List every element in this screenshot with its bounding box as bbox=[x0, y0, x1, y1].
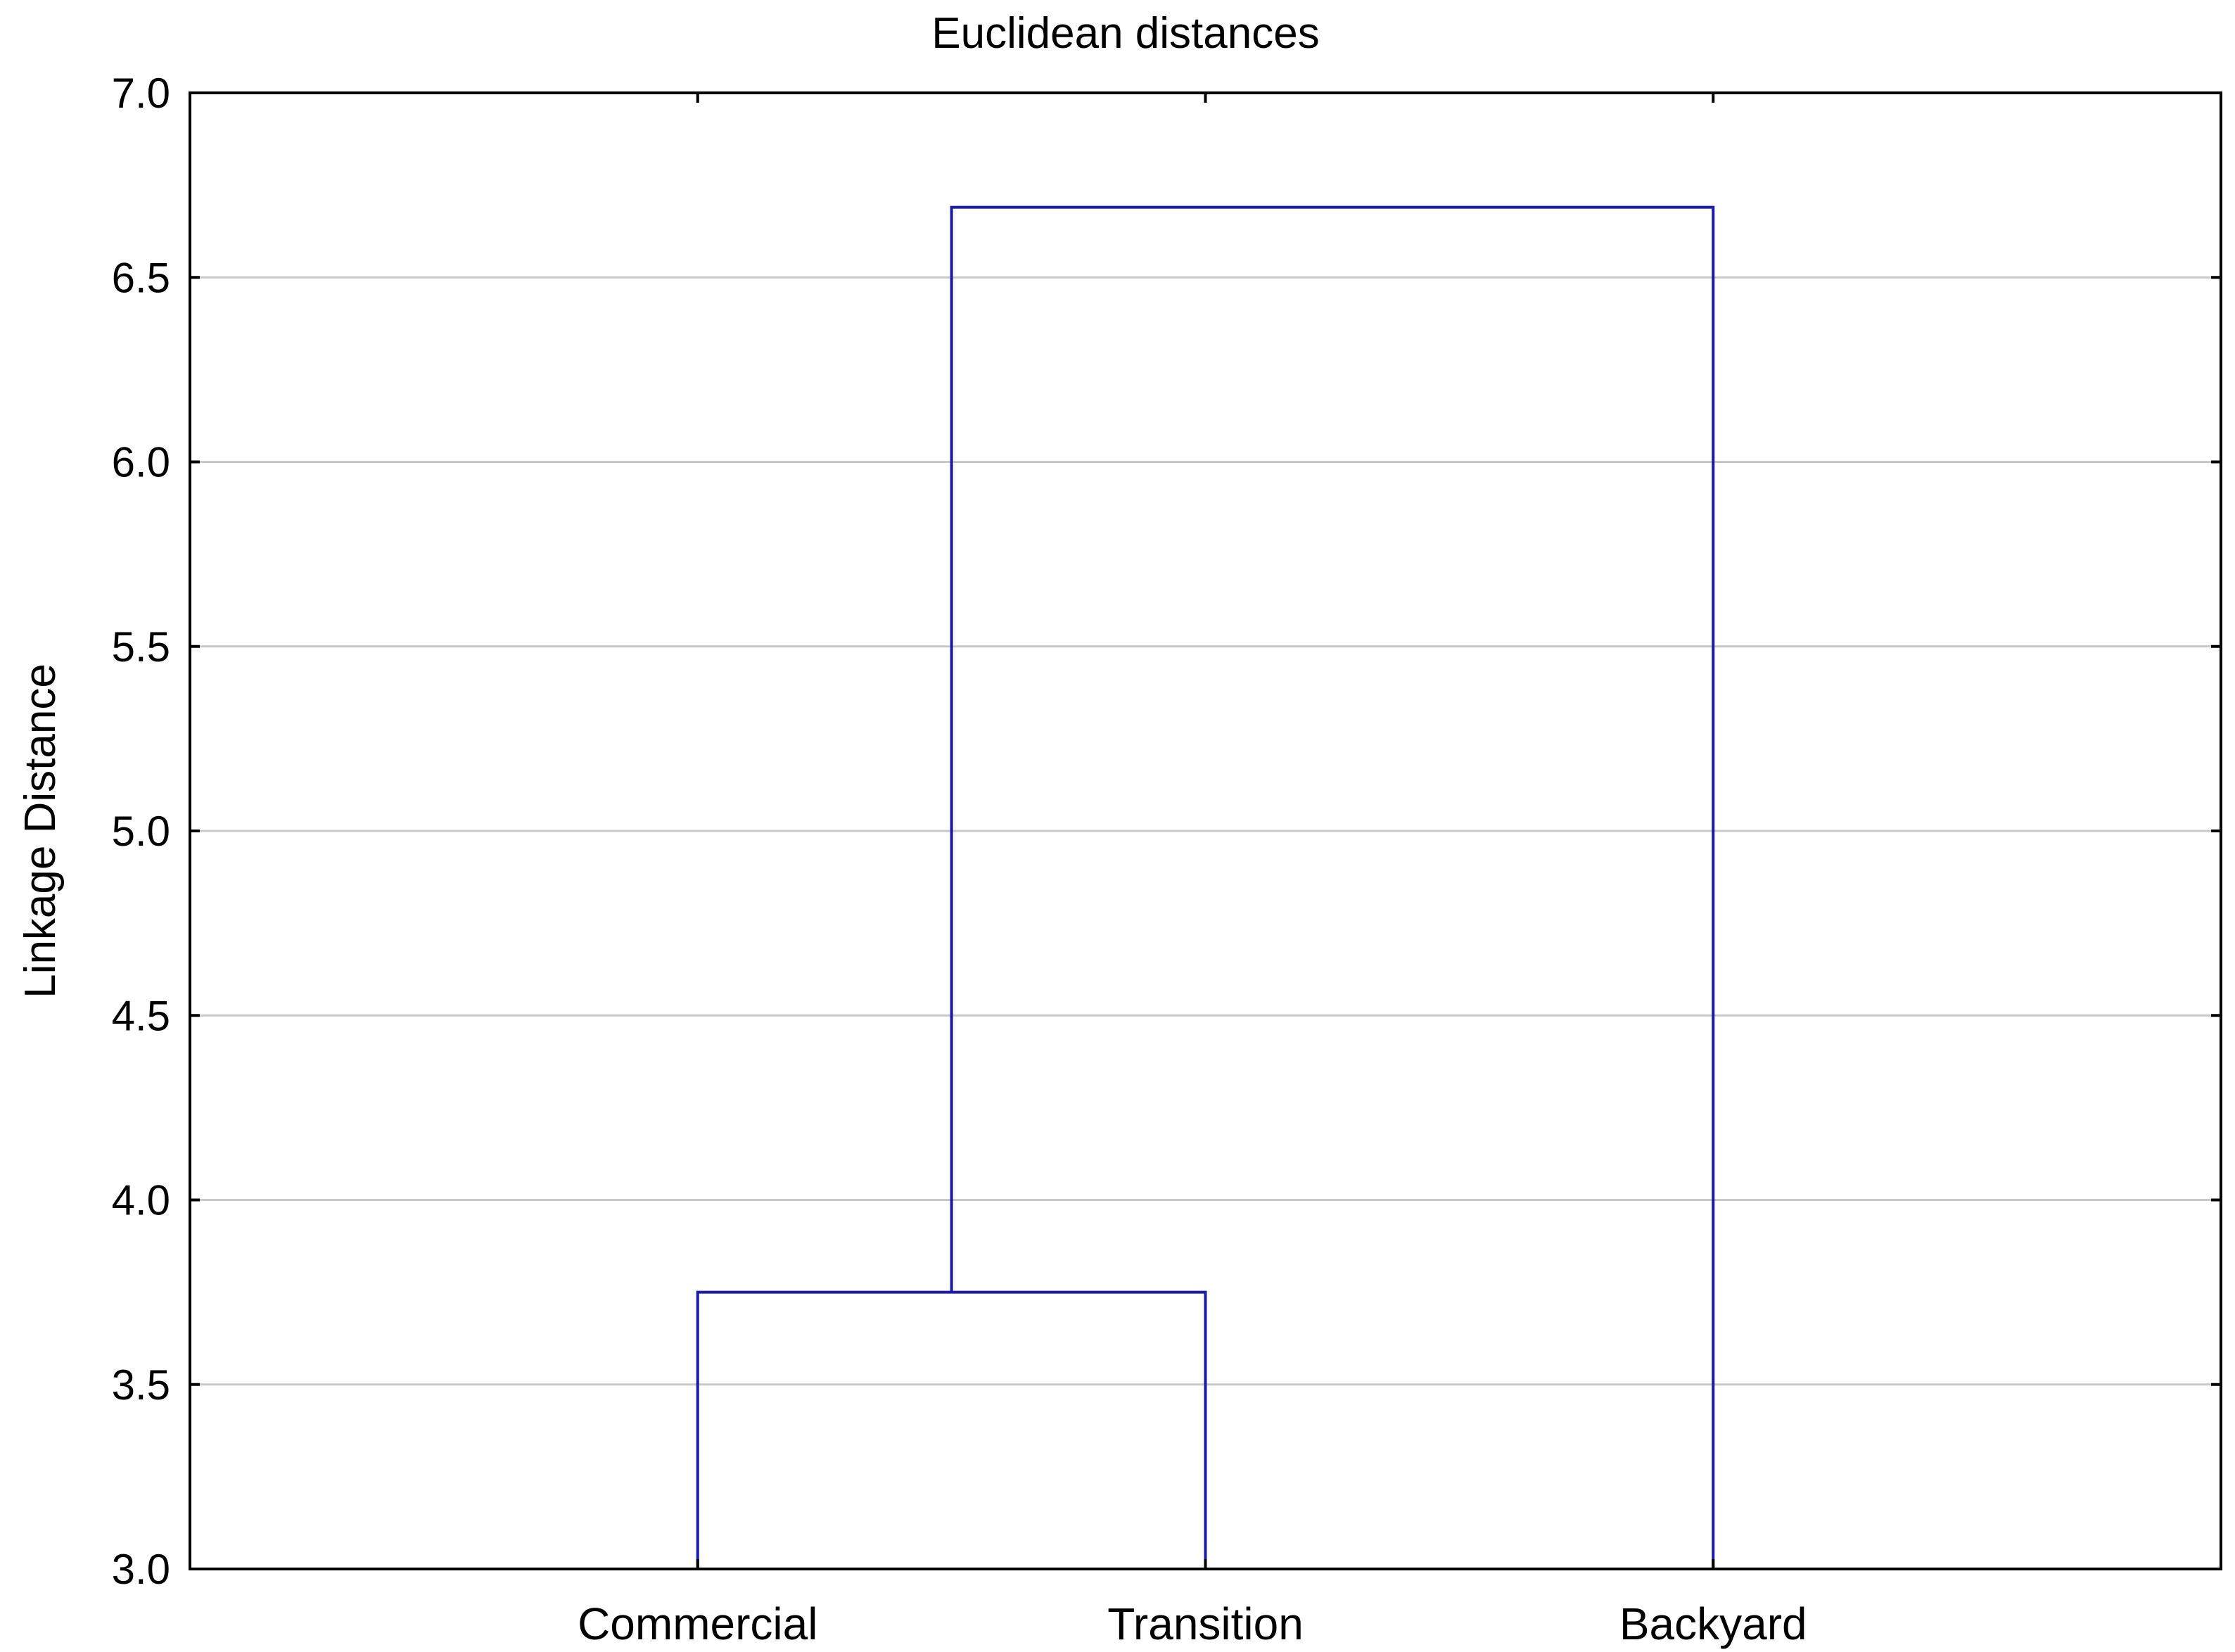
dendrogram-link bbox=[950, 205, 1715, 1569]
y-tick-label: 5.0 bbox=[112, 808, 170, 855]
category-label: Transition bbox=[1107, 1599, 1304, 1649]
y-tick-label: 7.0 bbox=[112, 70, 170, 117]
y-tick-label: 4.5 bbox=[112, 992, 170, 1039]
y-tick-label: 3.5 bbox=[112, 1361, 170, 1409]
grid-lines bbox=[190, 276, 2221, 1386]
y-tick-label: 6.0 bbox=[112, 439, 170, 486]
y-tick-label: 5.5 bbox=[112, 623, 170, 671]
y-tick-label: 3.0 bbox=[112, 1546, 170, 1593]
category-label: Backyard bbox=[1619, 1599, 1807, 1649]
y-tick-label: 4.0 bbox=[112, 1177, 170, 1224]
y-tick-labels: 3.0 3.5 4.0 4.5 5.0 5.5 6.0 6.5 7.0 bbox=[112, 70, 170, 1593]
x-category-labels: Commercial Transition Backyard bbox=[578, 1599, 1807, 1649]
category-label: Commercial bbox=[578, 1599, 817, 1649]
y-axis-label: Linkage Distance bbox=[16, 663, 65, 998]
plot-frame bbox=[189, 91, 2222, 1570]
chart-title: Euclidean distances bbox=[931, 9, 1319, 58]
y-tick-label: 6.5 bbox=[112, 254, 170, 301]
dendrogram-links bbox=[696, 205, 1715, 1569]
axis-ticks bbox=[190, 91, 2221, 1570]
